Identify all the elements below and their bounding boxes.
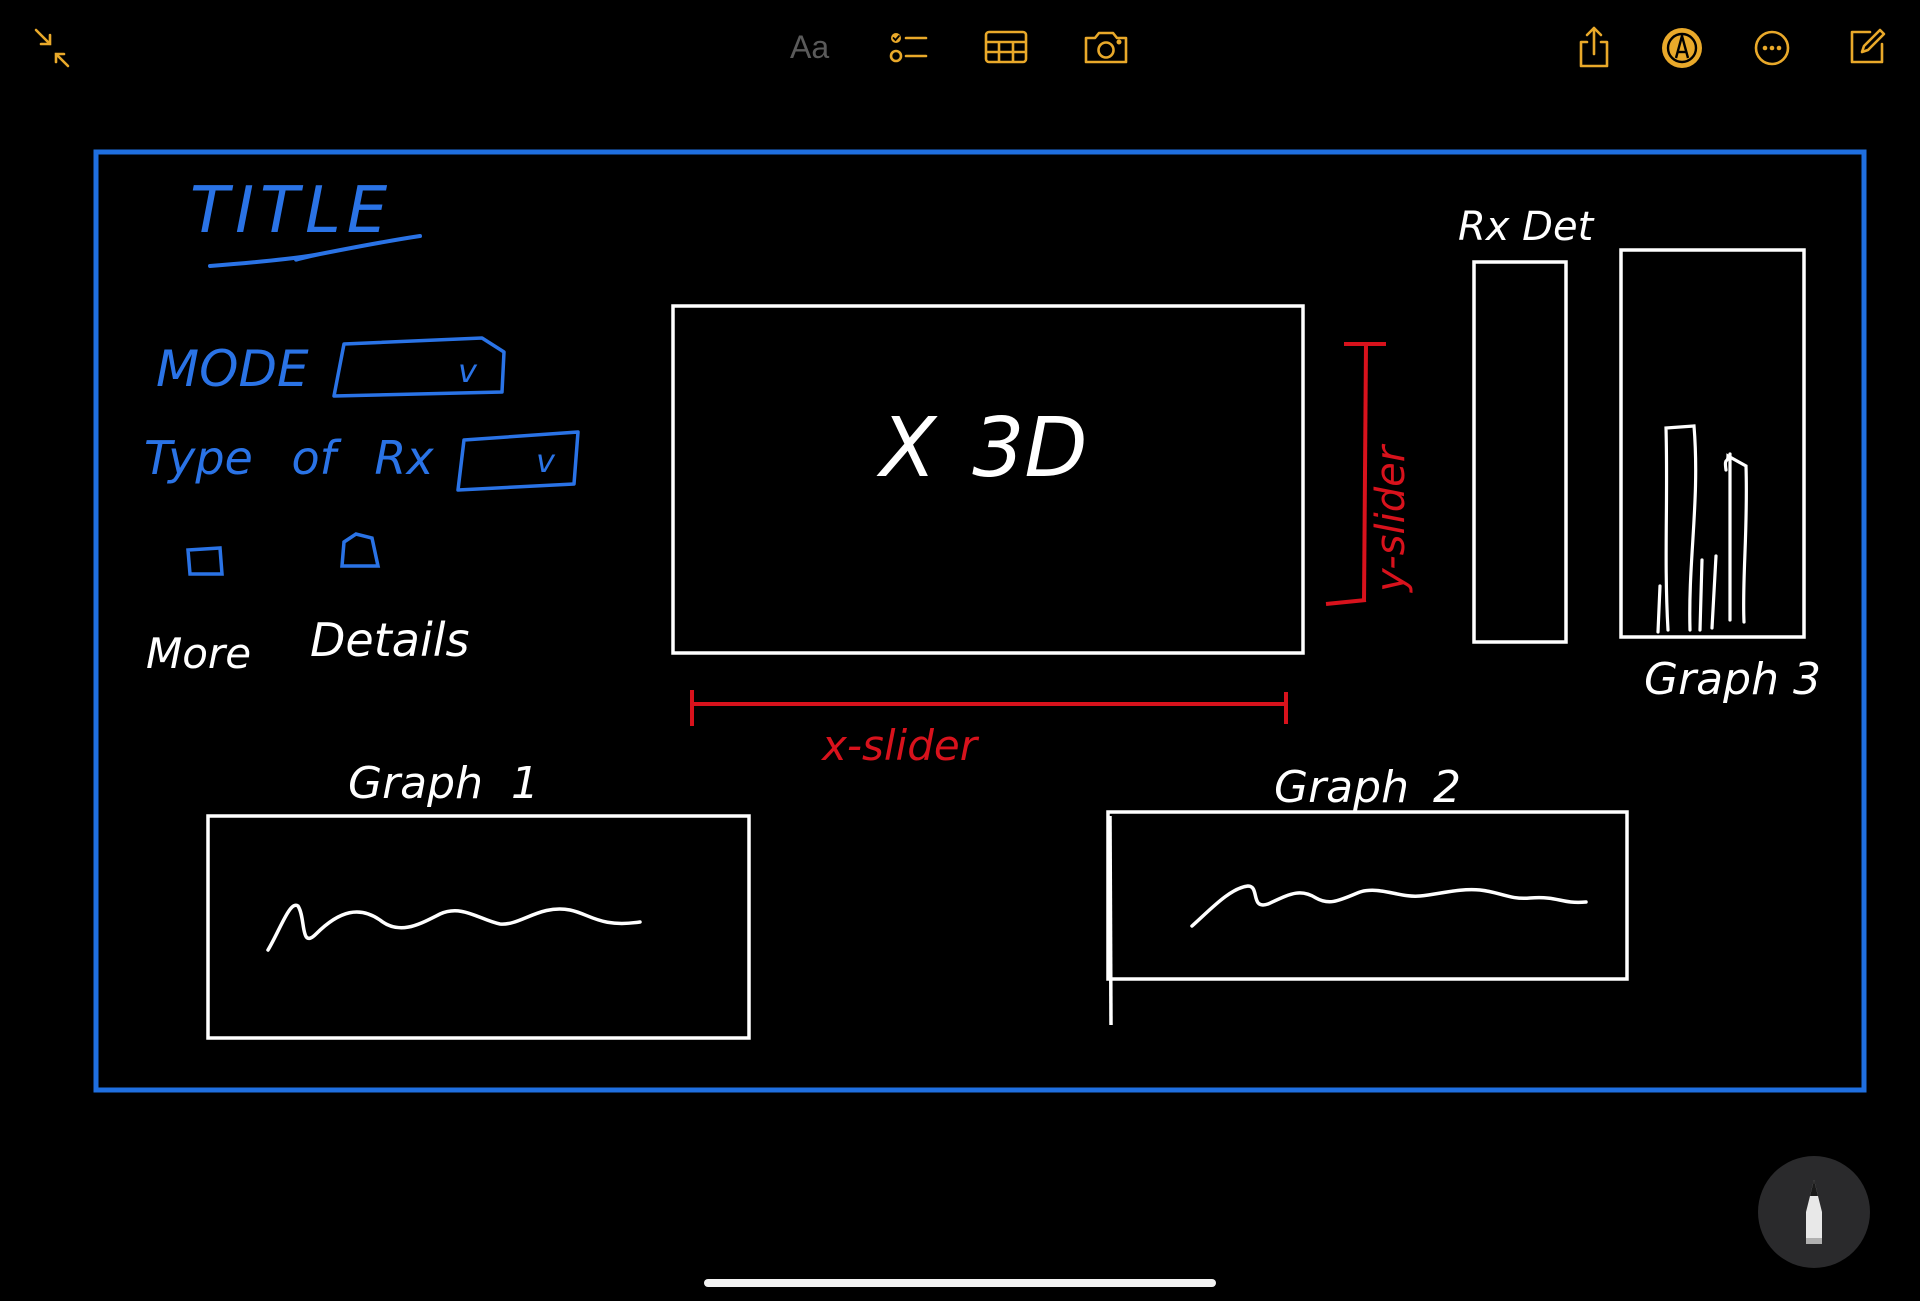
graph2-label: Graph 2 bbox=[1274, 762, 1461, 813]
y-slider[interactable] bbox=[1325, 342, 1386, 606]
more-icon[interactable] bbox=[1746, 22, 1798, 74]
checkbox-details[interactable] bbox=[340, 532, 381, 568]
main-view-label: X 3D bbox=[876, 401, 1088, 496]
sketch-title: TITLE bbox=[190, 174, 393, 248]
graph3-label: Graph 3 bbox=[1644, 654, 1821, 705]
compose-icon[interactable] bbox=[1840, 22, 1892, 74]
title-underline bbox=[208, 234, 422, 268]
checkbox-more-label: More bbox=[146, 629, 251, 678]
pencil-tool-button[interactable] bbox=[1758, 1156, 1870, 1268]
frame-border bbox=[93, 149, 1867, 1093]
graph2-axis-stroke bbox=[1108, 815, 1113, 1026]
camera-icon[interactable] bbox=[1080, 22, 1132, 74]
y-slider-label: y-slider bbox=[1368, 443, 1414, 593]
rx-det-panel bbox=[1472, 260, 1568, 644]
x-slider-label: x-slider bbox=[820, 721, 980, 770]
rx-type-dropdown[interactable]: v bbox=[456, 430, 580, 492]
graph1-box[interactable] bbox=[206, 814, 751, 1040]
graph2-sketch bbox=[1190, 884, 1588, 928]
mode-dropdown-chevron-icon: v bbox=[458, 352, 478, 390]
mode-dropdown[interactable]: v bbox=[332, 336, 506, 398]
collapse-icon[interactable] bbox=[26, 22, 78, 74]
markup-icon[interactable] bbox=[1656, 22, 1708, 74]
rx-type-label: Type of Rx bbox=[144, 431, 434, 485]
mode-label: MODE bbox=[156, 340, 309, 398]
graph2-box[interactable] bbox=[1106, 810, 1629, 981]
main-3d-view[interactable] bbox=[671, 304, 1305, 655]
checkbox-more[interactable] bbox=[186, 546, 224, 576]
graph1-label: Graph 1 bbox=[348, 758, 539, 809]
checkbox-details-label: Details bbox=[310, 613, 469, 667]
x-slider[interactable] bbox=[690, 690, 1288, 726]
home-indicator[interactable] bbox=[704, 1279, 1216, 1287]
rx-det-label: Rx Det bbox=[1458, 204, 1595, 250]
pencil-icon bbox=[1806, 1180, 1822, 1244]
checklist-icon[interactable] bbox=[882, 22, 934, 74]
rx-type-dropdown-chevron-icon: v bbox=[536, 442, 556, 480]
text-format-button[interactable]: Aa bbox=[790, 29, 830, 65]
graph3-box[interactable] bbox=[1619, 248, 1806, 639]
table-icon[interactable] bbox=[980, 22, 1032, 74]
share-icon[interactable] bbox=[1568, 22, 1620, 74]
graph3-sketch bbox=[1656, 424, 1749, 634]
graph1-sketch bbox=[266, 903, 642, 952]
